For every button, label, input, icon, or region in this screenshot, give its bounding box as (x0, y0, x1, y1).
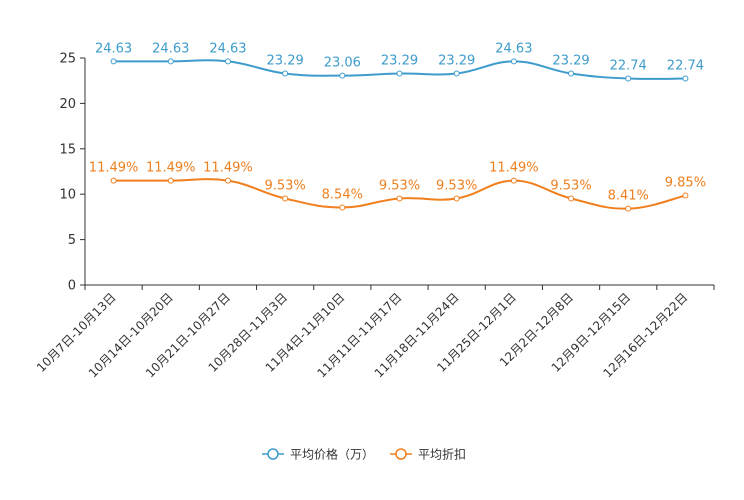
data-point[interactable] (682, 192, 689, 199)
series-layer (110, 58, 689, 212)
y-tick-label: 5 (68, 233, 76, 248)
data-label: 23.29 (438, 54, 475, 69)
legend-marker (395, 448, 407, 460)
data-point[interactable] (568, 195, 575, 202)
data-point[interactable] (682, 75, 689, 82)
legend-item-1[interactable]: 平均价格（万） (262, 447, 374, 462)
y-tick-label: 15 (59, 142, 76, 157)
data-label: 11.49% (146, 161, 196, 176)
y-tick-label: 10 (59, 188, 76, 203)
data-label: 9.53% (379, 178, 420, 193)
data-point[interactable] (339, 204, 346, 211)
legend-label: 平均价格（万） (290, 447, 374, 462)
data-point[interactable] (224, 58, 231, 65)
data-label: 11.49% (203, 161, 253, 176)
data-label: 23.06 (324, 56, 361, 71)
data-point[interactable] (110, 177, 117, 184)
data-label: 24.63 (152, 41, 189, 56)
data-label: 9.53% (550, 178, 591, 193)
legend-marker (267, 448, 279, 460)
data-point[interactable] (510, 177, 517, 184)
y-axis: 0 5 10 15 20 25 (59, 52, 86, 294)
data-label: 11.49% (89, 161, 139, 176)
data-point[interactable] (625, 75, 632, 82)
data-label: 8.54% (322, 187, 363, 202)
data-label: 8.41% (608, 189, 649, 204)
data-point[interactable] (453, 70, 460, 77)
data-point[interactable] (110, 58, 117, 65)
data-label: 9.85% (665, 176, 706, 191)
data-label: 9.53% (436, 178, 477, 193)
y-tick-label: 20 (59, 97, 76, 112)
data-labels-layer: 24.63 24.63 24.63 23.29 23.06 23.29 23.29 24.63… (89, 41, 706, 203)
data-label: 23.29 (267, 54, 304, 69)
data-label: 9.53% (264, 178, 305, 193)
data-label: 24.63 (95, 41, 132, 56)
data-label: 23.29 (381, 54, 418, 69)
data-label: 23.29 (552, 54, 589, 69)
data-label: 22.74 (667, 59, 704, 74)
legend-label: 平均折扣 (418, 447, 466, 462)
data-point[interactable] (282, 195, 289, 202)
data-point[interactable] (396, 70, 403, 77)
data-point[interactable] (167, 177, 174, 184)
y-tick-label: 0 (68, 279, 76, 294)
data-point[interactable] (167, 58, 174, 65)
y-tick-label: 25 (59, 52, 76, 67)
data-point[interactable] (625, 205, 632, 212)
data-label: 11.49% (489, 161, 539, 176)
legend-item-2[interactable]: 平均折扣 (390, 447, 466, 462)
data-point[interactable] (453, 195, 460, 202)
data-label: 24.63 (495, 41, 532, 56)
data-point[interactable] (224, 177, 231, 184)
data-point[interactable] (282, 70, 289, 77)
x-axis: 10月7日-10月13日10月14日-10月20日10月21日-10月27日10… (34, 284, 715, 380)
data-point[interactable] (396, 195, 403, 202)
data-point[interactable] (510, 58, 517, 65)
data-label: 22.74 (610, 59, 647, 74)
data-label: 24.63 (209, 41, 246, 56)
legend: 平均价格（万） 平均折扣 (262, 447, 466, 462)
data-point[interactable] (339, 72, 346, 79)
data-point[interactable] (568, 70, 575, 77)
